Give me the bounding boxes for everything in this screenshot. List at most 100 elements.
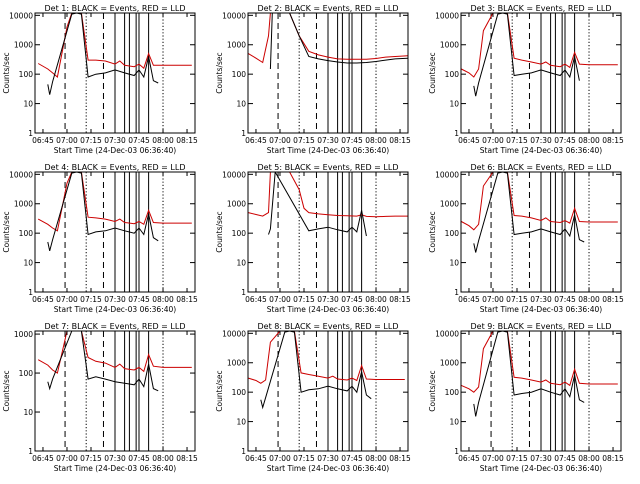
y-axis-label: Counts/sec xyxy=(215,211,224,252)
x-tick-label: 07:30 xyxy=(530,454,552,463)
y-tick-label: 10 xyxy=(23,259,33,268)
x-tick-label: 07:15 xyxy=(506,136,528,145)
x-tick-label: 08:00 xyxy=(365,295,387,304)
x-tick-label: 07:45 xyxy=(128,136,150,145)
x-tick-label: 08:00 xyxy=(365,136,387,145)
panel-title: Det 1: BLACK = Events, RED = LLD xyxy=(45,4,186,13)
x-tick-label: 08:00 xyxy=(152,295,174,304)
x-tick-label: 07:00 xyxy=(56,454,78,463)
x-tick-label: 07:45 xyxy=(128,295,150,304)
x-tick-label: 06:45 xyxy=(245,295,267,304)
events-series-line xyxy=(473,13,580,97)
x-axis-label: Start Time (24-Dec-03 06:36:40) xyxy=(54,305,176,314)
x-tick-label: 07:30 xyxy=(104,454,126,463)
x-axis-label: Start Time (24-Dec-03 06:36:40) xyxy=(480,305,602,314)
x-axis-label: Start Time (24-Dec-03 06:36:40) xyxy=(54,146,176,155)
x-tick-label: 08:15 xyxy=(176,454,198,463)
y-tick-label: 1 xyxy=(241,447,246,456)
x-axis-label: Start Time (24-Dec-03 06:36:40) xyxy=(54,464,176,473)
x-axis-label: Start Time (24-Dec-03 06:36:40) xyxy=(480,146,602,155)
panel-title: Det 4: BLACK = Events, RED = LLD xyxy=(45,163,186,172)
y-tick-label: 10 xyxy=(23,408,33,417)
panel-8: 06:45 07:00 07:15 07:30 07:45 08:00 08:15 1 10 10… xyxy=(215,322,411,473)
x-tick-label: 07:00 xyxy=(269,454,291,463)
y-tick-label: 10 xyxy=(449,418,459,427)
y-tick-label: 100 xyxy=(19,229,34,238)
y-tick-label: 10000 xyxy=(222,11,246,20)
y-axis-label: Counts/sec xyxy=(428,370,437,411)
x-tick-label: 06:45 xyxy=(32,454,54,463)
x-tick-label: 08:00 xyxy=(578,295,600,304)
x-tick-label: 07:30 xyxy=(317,454,339,463)
y-tick-label: 10 xyxy=(449,259,459,268)
y-tick-label: 10000 xyxy=(435,329,459,338)
x-tick-label: 06:45 xyxy=(458,454,480,463)
x-tick-label: 07:00 xyxy=(269,136,291,145)
x-tick-label: 07:45 xyxy=(341,295,363,304)
x-tick-label: 07:00 xyxy=(482,454,504,463)
x-tick-label: 08:00 xyxy=(578,454,600,463)
events-series-line xyxy=(260,331,372,410)
x-tick-label: 06:45 xyxy=(245,136,267,145)
x-tick-label: 06:45 xyxy=(245,454,267,463)
panel-title: Det 7: BLACK = Events, RED = LLD xyxy=(45,322,186,331)
x-tick-label: 08:15 xyxy=(602,136,624,145)
x-tick-label: 07:15 xyxy=(80,136,102,145)
y-tick-label: 1000 xyxy=(227,41,246,50)
panel-title: Det 3: BLACK = Events, RED = LLD xyxy=(471,4,612,13)
y-axis-label: Counts/sec xyxy=(215,52,224,93)
y-tick-label: 10000 xyxy=(435,170,459,179)
events-series-line xyxy=(473,172,585,253)
y-tick-label: 1000 xyxy=(440,200,459,209)
y-tick-label: 10 xyxy=(236,259,246,268)
x-tick-label: 06:45 xyxy=(458,136,480,145)
y-tick-label: 1000 xyxy=(440,359,459,368)
events-series-line xyxy=(473,331,585,417)
x-tick-label: 07:15 xyxy=(506,295,528,304)
panel-1: 06:45 07:00 07:15 07:30 07:45 08:00 08:15 1 10 10… xyxy=(2,4,198,155)
x-tick-label: 06:45 xyxy=(458,295,480,304)
x-tick-label: 07:45 xyxy=(341,136,363,145)
y-tick-label: 10000 xyxy=(9,170,33,179)
x-tick-label: 07:30 xyxy=(104,295,126,304)
x-tick-label: 07:00 xyxy=(482,136,504,145)
lld-series-line xyxy=(461,13,618,78)
y-axis-label: Counts/sec xyxy=(215,370,224,411)
y-tick-label: 1000 xyxy=(227,359,246,368)
y-tick-label: 1000 xyxy=(14,41,33,50)
y-tick-label: 1 xyxy=(454,129,459,138)
lld-series-line xyxy=(248,331,405,384)
x-tick-label: 07:45 xyxy=(128,454,150,463)
x-tick-label: 08:15 xyxy=(602,454,624,463)
x-tick-label: 08:15 xyxy=(389,136,411,145)
y-tick-label: 1 xyxy=(241,288,246,297)
panel-title: Det 2: BLACK = Events, RED = LLD xyxy=(258,4,399,13)
y-tick-label: 10000 xyxy=(222,170,246,179)
x-tick-label: 07:15 xyxy=(293,295,315,304)
panel-9: 06:45 07:00 07:15 07:30 07:45 08:00 08:15 1 10 10… xyxy=(428,322,624,473)
y-axis-label: Counts/sec xyxy=(2,211,11,252)
events-series-line xyxy=(47,331,159,392)
x-tick-label: 07:45 xyxy=(554,454,576,463)
events-series-line xyxy=(269,13,408,70)
x-tick-label: 07:15 xyxy=(80,295,102,304)
x-tick-label: 07:15 xyxy=(506,454,528,463)
x-tick-label: 08:15 xyxy=(389,295,411,304)
y-axis-label: Counts/sec xyxy=(428,211,437,252)
x-axis-label: Start Time (24-Dec-03 06:36:40) xyxy=(267,305,389,314)
lld-series-line xyxy=(248,172,408,218)
x-tick-label: 07:30 xyxy=(530,295,552,304)
y-tick-label: 10 xyxy=(449,100,459,109)
y-tick-label: 1000 xyxy=(14,330,33,339)
y-tick-label: 1000 xyxy=(14,200,33,209)
y-axis-label: Counts/sec xyxy=(2,52,11,93)
x-tick-label: 07:30 xyxy=(317,295,339,304)
y-tick-label: 1 xyxy=(241,129,246,138)
y-tick-label: 100 xyxy=(445,70,460,79)
y-axis-label: Counts/sec xyxy=(2,370,11,411)
y-tick-label: 1 xyxy=(28,129,33,138)
y-tick-label: 100 xyxy=(232,229,247,238)
x-tick-label: 08:15 xyxy=(176,295,198,304)
x-tick-label: 08:15 xyxy=(602,295,624,304)
